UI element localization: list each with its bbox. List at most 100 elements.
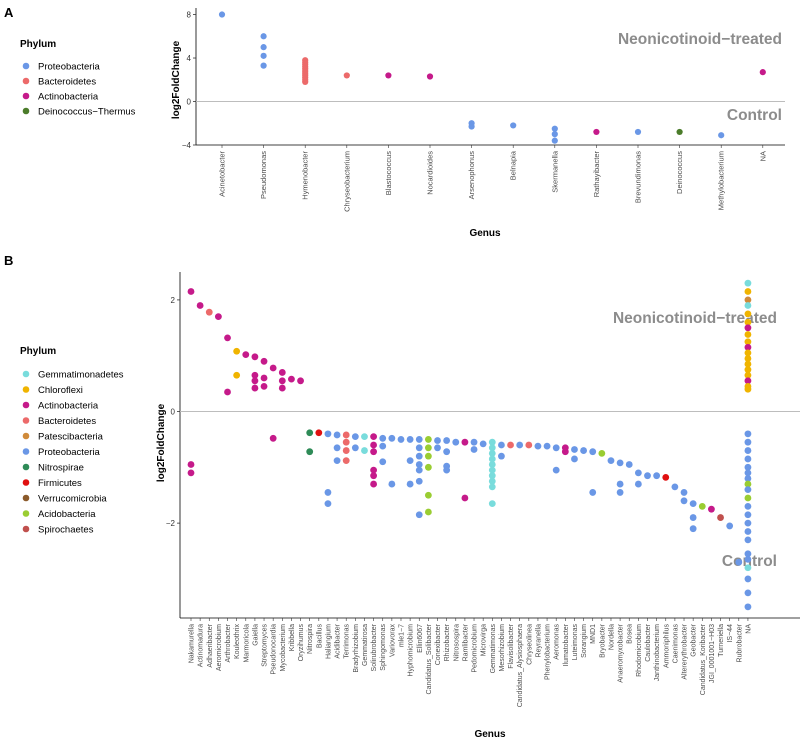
data-point [415,461,423,468]
legend-label: Verrucomicrobia [38,494,107,505]
data-point [507,441,514,449]
data-point [744,279,752,287]
x-tick-label: Ammoniphilus [663,624,670,668]
data-point [205,308,213,316]
data-point [196,302,204,309]
data-point [388,434,396,442]
data-point [351,433,359,441]
panel-a-annotation-treated: Neonicotinoid−treated [618,31,782,48]
data-point [543,442,551,450]
x-tick-label: Candidatus_Koribacter [700,623,707,695]
data-point [260,33,267,40]
data-point [616,480,624,488]
data-point [525,441,533,449]
data-point [397,436,405,443]
x-tick-label: Geobacter [691,623,698,656]
panel-b-x-axis-title: Genus [474,729,506,740]
data-point [744,475,752,482]
data-point [744,575,752,583]
x-tick-label: Bryobacter [599,623,606,658]
x-tick-label: mle1−7 [398,624,405,647]
x-tick-label: Nordella [608,624,615,650]
panel-b-letter: B [4,253,13,268]
data-point [278,377,286,385]
x-tick-label: Bacillus [316,624,323,649]
data-point [224,388,231,396]
data-point [744,469,752,477]
legend-key [22,525,30,533]
data-point [689,514,697,521]
x-tick-label: Arsenophonus [467,151,476,200]
y-tick-label: 4 [187,54,192,63]
data-point [744,310,752,318]
data-point [424,491,432,499]
legend-label: Firmicutes [38,478,82,489]
x-tick-label: Mycobacterium [280,624,287,672]
data-point [534,442,542,450]
x-tick-label: Ellin6067 [417,624,424,653]
x-tick-label: Methylobacterium [717,151,726,210]
x-tick-label: Pseudonocardia [271,624,278,675]
data-point [689,525,697,533]
data-point [744,349,752,357]
legend-key [22,432,30,440]
data-point [744,502,752,510]
data-point [744,331,752,338]
data-point [187,288,195,295]
data-point [744,589,752,597]
data-point [370,441,377,449]
data-point [516,441,524,449]
legend-key [22,479,30,486]
data-point [593,128,600,136]
x-tick-label: Nitrospira [307,624,314,654]
x-tick-label: Luteimonas [572,624,579,661]
data-point [708,505,715,513]
x-tick-label: Marmoricola [243,624,250,663]
data-point [551,131,558,138]
data-point [488,500,496,507]
data-point [434,444,441,452]
y-tick-label: 0 [187,98,192,107]
data-point [718,132,725,139]
data-point [260,44,267,51]
data-point [443,466,451,474]
x-tick-label: IS−44 [727,624,734,643]
data-point [488,472,496,480]
panel-a-letter: A [4,5,14,20]
data-point [379,458,387,466]
data-point [333,457,341,465]
data-point [634,480,642,488]
data-point [589,489,597,496]
legend-label: Spirochaetes [38,525,94,536]
data-point [488,444,496,452]
x-tick-label: Conexibacter [435,623,442,665]
data-point [370,480,377,488]
data-point [443,437,451,444]
data-point [698,502,706,510]
data-point [744,480,752,488]
x-tick-label: Deinococcus [675,151,684,194]
data-point [424,436,432,443]
data-point [251,353,259,361]
data-point [426,73,434,80]
legend-key [22,463,30,471]
data-point [342,431,350,439]
legend-key [22,370,30,378]
data-point [361,447,368,454]
legend-key [22,62,30,70]
data-point [260,357,268,365]
x-tick-label: Gemmatimonas [490,624,497,674]
panel-a-annotation-control: Control [727,107,782,124]
y-tick-label: 0 [171,408,176,417]
x-tick-label: Rhodomicrobium [636,624,643,677]
data-point [653,472,661,480]
y-tick-label: 8 [187,11,192,20]
data-point [260,374,268,382]
data-point [424,452,432,460]
data-point [488,438,496,446]
x-tick-label: Actinomadura [198,624,205,667]
legend-label: Chloroflexi [38,385,83,396]
data-point [385,72,392,79]
legend-label: Bacteroidetes [38,416,96,427]
